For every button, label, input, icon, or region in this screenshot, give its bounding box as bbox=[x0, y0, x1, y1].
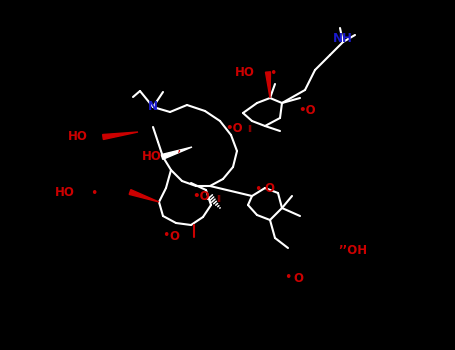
Polygon shape bbox=[266, 72, 270, 98]
Text: II: II bbox=[216, 195, 221, 203]
Text: •O: •O bbox=[225, 121, 243, 134]
Text: HO: HO bbox=[142, 150, 162, 163]
Text: HO: HO bbox=[68, 131, 88, 144]
Text: N: N bbox=[148, 100, 158, 113]
Text: HO: HO bbox=[235, 65, 255, 78]
Text: ’’OH: ’’OH bbox=[338, 244, 367, 257]
Text: O: O bbox=[264, 182, 274, 195]
Text: ’: ’ bbox=[177, 149, 182, 163]
Text: •: • bbox=[102, 132, 109, 145]
Text: O: O bbox=[169, 231, 179, 244]
Polygon shape bbox=[129, 190, 159, 202]
Text: II: II bbox=[247, 125, 252, 133]
Text: •: • bbox=[162, 230, 169, 243]
Polygon shape bbox=[161, 147, 192, 159]
Text: •: • bbox=[90, 187, 97, 199]
Text: NH: NH bbox=[333, 32, 353, 44]
Text: •O: •O bbox=[192, 190, 210, 203]
Text: O: O bbox=[293, 272, 303, 285]
Text: •: • bbox=[253, 182, 261, 196]
Text: •: • bbox=[269, 68, 276, 80]
Text: HO: HO bbox=[55, 186, 75, 198]
Text: •: • bbox=[285, 272, 292, 285]
Polygon shape bbox=[103, 132, 138, 139]
Text: •O: •O bbox=[298, 104, 316, 117]
